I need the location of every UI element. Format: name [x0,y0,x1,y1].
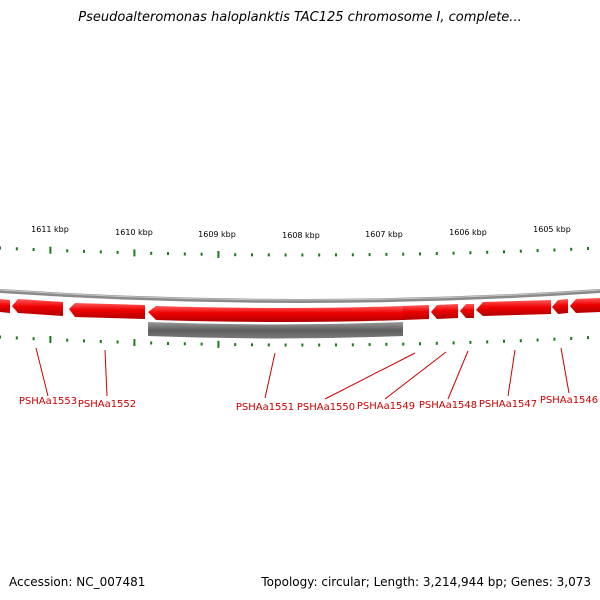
gene-label-pshaa1549[interactable]: PSHAa1549 [357,401,415,412]
kbp-label: 1605 kbp [533,225,571,234]
gene-label-pshaa1551[interactable]: PSHAa1551 [236,402,294,413]
kbp-label: 1607 kbp [365,230,403,239]
gene-arrow-pshaa1547[interactable] [476,300,551,316]
gene-arrow[interactable] [0,299,10,313]
gene-label-pshaa1546[interactable]: PSHAa1546 [540,395,598,406]
gene-label-pshaa1553[interactable]: PSHAa1553 [19,396,77,407]
gene-arrow-pshaa1546[interactable] [552,299,568,314]
chromosome-backbone [0,289,600,303]
gene-arrow-pshaa1550[interactable] [403,305,429,320]
gene-arrow-pshaa1553[interactable] [12,299,63,316]
kbp-label: 1609 kbp [198,230,236,239]
gene-arrow[interactable] [570,298,600,313]
scale-ticks-bottom [0,335,589,348]
gene-label-pshaa1552[interactable]: PSHAa1552 [78,399,136,410]
kbp-label: 1606 kbp [449,228,487,237]
kbp-label: 1608 kbp [282,231,320,240]
scale-ticks-top [0,246,589,258]
genome-summary: Topology: circular; Length: 3,214,944 bp… [261,575,591,589]
label-leader-lines [35,347,570,400]
gene-label-pshaa1548[interactable]: PSHAa1548 [419,400,477,411]
gene-arrow-pshaa1548[interactable] [460,304,474,318]
gene-label-pshaa1547[interactable]: PSHAa1547 [479,399,537,410]
gene-label-pshaa1550[interactable]: PSHAa1550 [297,402,355,413]
gene-arrow-pshaa1552[interactable] [69,303,145,319]
feature-bar[interactable] [148,322,403,339]
kbp-label: 1611 kbp [31,225,69,234]
gene-arrow-pshaa1551[interactable] [148,306,403,322]
gene-arrow-pshaa1549[interactable] [431,304,458,319]
accession-text: Accession: NC_007481 [9,575,146,589]
map-title: Pseudoalteromonas haloplanktis TAC125 ch… [78,10,522,25]
chromosome-backbone-highlight [0,289,600,301]
kbp-label: 1610 kbp [115,228,153,237]
